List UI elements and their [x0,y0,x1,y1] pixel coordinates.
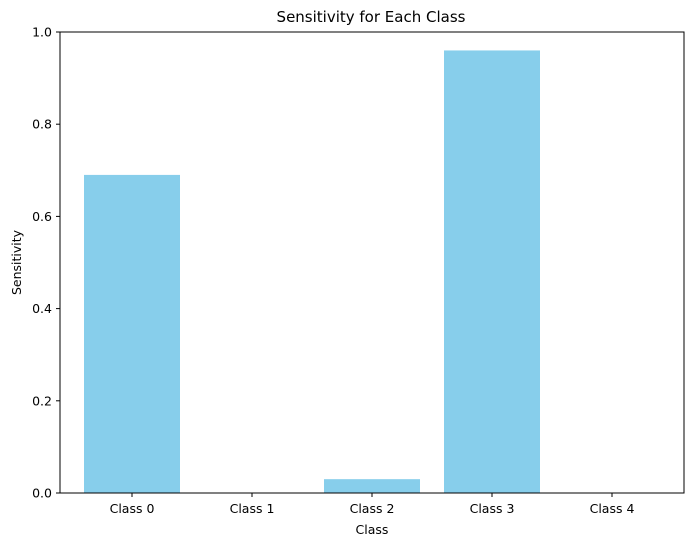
x-tick-label: Class 1 [230,501,275,516]
y-tick-label: 0.2 [32,393,52,408]
x-tick-label: Class 4 [590,501,635,516]
bar-class-0 [84,174,180,493]
bar-class-3 [444,50,540,493]
x-axis-title: Class [356,522,389,537]
bars-layer [84,50,540,493]
x-tick-label: Class 3 [470,501,515,516]
y-tick-label: 0.8 [32,117,52,132]
y-axis-ticks: 0.0 0.2 0.4 0.6 0.8 1.0 [32,25,60,501]
chart-title: Sensitivity for Each Class [277,8,466,26]
x-tick-label: Class 2 [350,501,395,516]
y-tick-label: 0.0 [32,486,52,501]
y-axis-title: Sensitivity [9,229,24,295]
bar-class-2 [324,479,420,493]
x-tick-label: Class 0 [110,501,155,516]
y-tick-label: 0.4 [32,301,52,316]
y-tick-label: 1.0 [32,25,52,40]
x-axis-ticks: Class 0 Class 1 Class 2 Class 3 Class 4 [110,493,635,516]
y-tick-label: 0.6 [32,209,52,224]
